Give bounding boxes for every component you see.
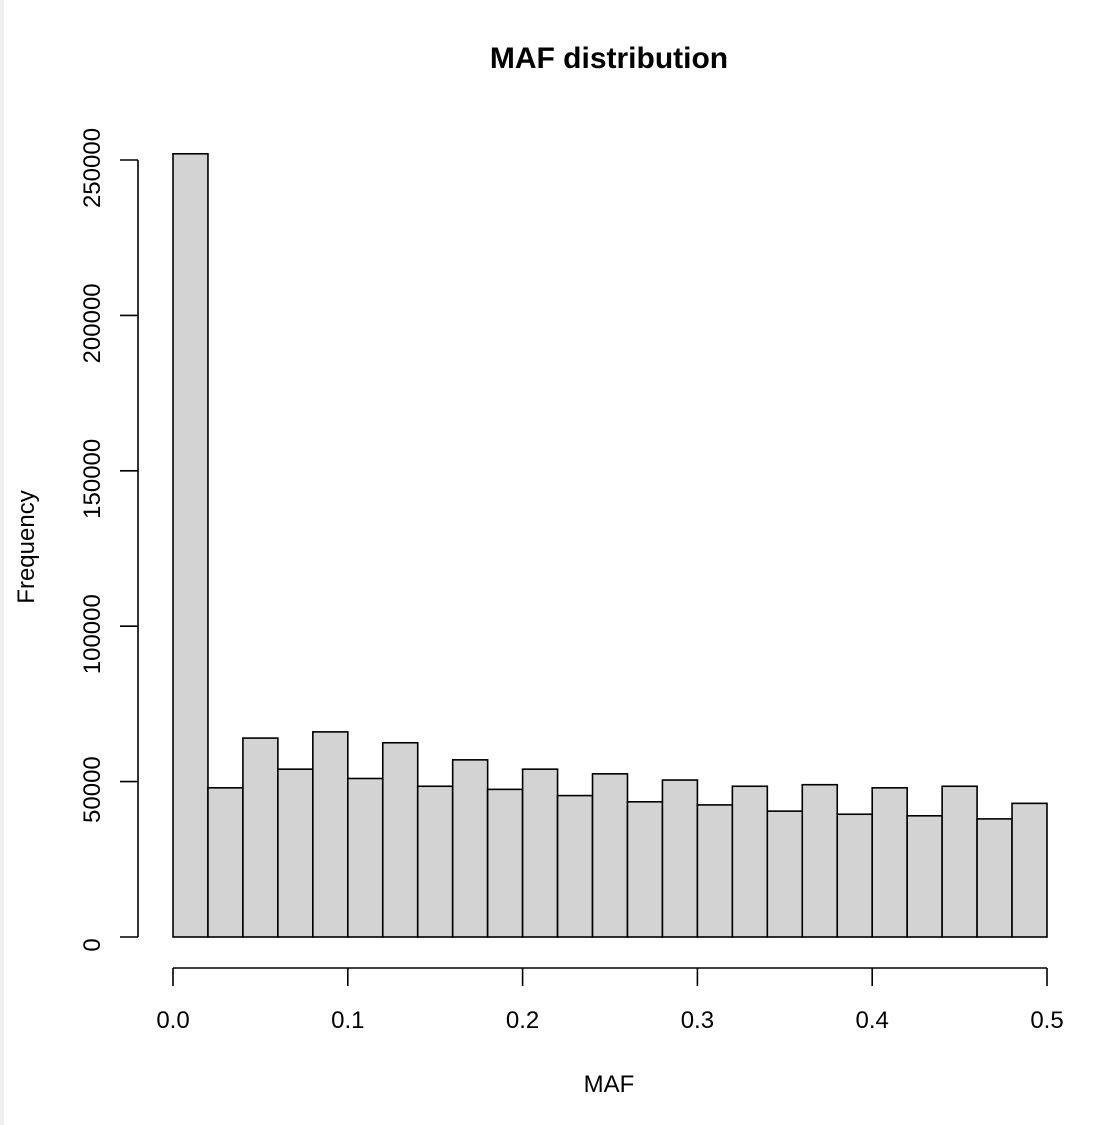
y-tick-label: 250000 [79, 128, 106, 208]
histogram-bar [416, 785, 454, 938]
x-tick-label: 0.1 [331, 1007, 364, 1034]
histogram-bar [172, 152, 209, 938]
histogram-bar [696, 804, 734, 938]
histogram-bar [801, 783, 839, 938]
y-tick-label: 50000 [79, 756, 106, 823]
histogram-bar [766, 810, 804, 938]
y-axis: 0 50000 100000 150000 200000 250000 [79, 128, 139, 952]
x-tick-label: 0.2 [506, 1007, 539, 1034]
histogram-bar [661, 779, 699, 938]
histogram-bar [346, 777, 384, 938]
histogram-bar [626, 801, 664, 938]
histogram-bar [451, 759, 489, 938]
histogram-bar [1011, 802, 1048, 938]
y-tick-label: 200000 [79, 283, 106, 363]
x-axis-title: MAF [584, 1071, 635, 1098]
bars-group [172, 152, 1048, 938]
histogram-bar [941, 785, 978, 938]
histogram-bar [976, 818, 1013, 938]
histogram-bar [277, 768, 314, 938]
histogram-bar [381, 741, 419, 938]
histogram-bar [836, 813, 873, 938]
histogram-bar [207, 787, 244, 938]
histogram-bar [521, 768, 559, 938]
histogram-bar [312, 731, 349, 938]
histogram-bar [242, 737, 279, 938]
histogram-bar [486, 788, 524, 938]
histogram-bar [731, 785, 769, 938]
histogram-bar [871, 787, 908, 938]
x-tick-label: 0.0 [156, 1007, 189, 1034]
histogram-bar [591, 773, 629, 938]
histogram-bar [906, 814, 943, 938]
y-axis-title: Frequency [13, 490, 40, 603]
x-tick-label: 0.5 [1030, 1007, 1063, 1034]
y-tick-label: 150000 [79, 439, 106, 519]
x-tick-label: 0.4 [856, 1007, 889, 1034]
x-axis: 0.0 0.1 0.2 0.3 0.4 0.5 [156, 967, 1064, 1034]
histogram-bar [556, 794, 594, 938]
x-tick-label: 0.3 [681, 1007, 714, 1034]
left-border [0, 0, 4, 1125]
chart-title: MAF distribution [490, 42, 728, 75]
y-tick-label: 0 [79, 938, 106, 951]
y-tick-label: 100000 [79, 594, 106, 674]
